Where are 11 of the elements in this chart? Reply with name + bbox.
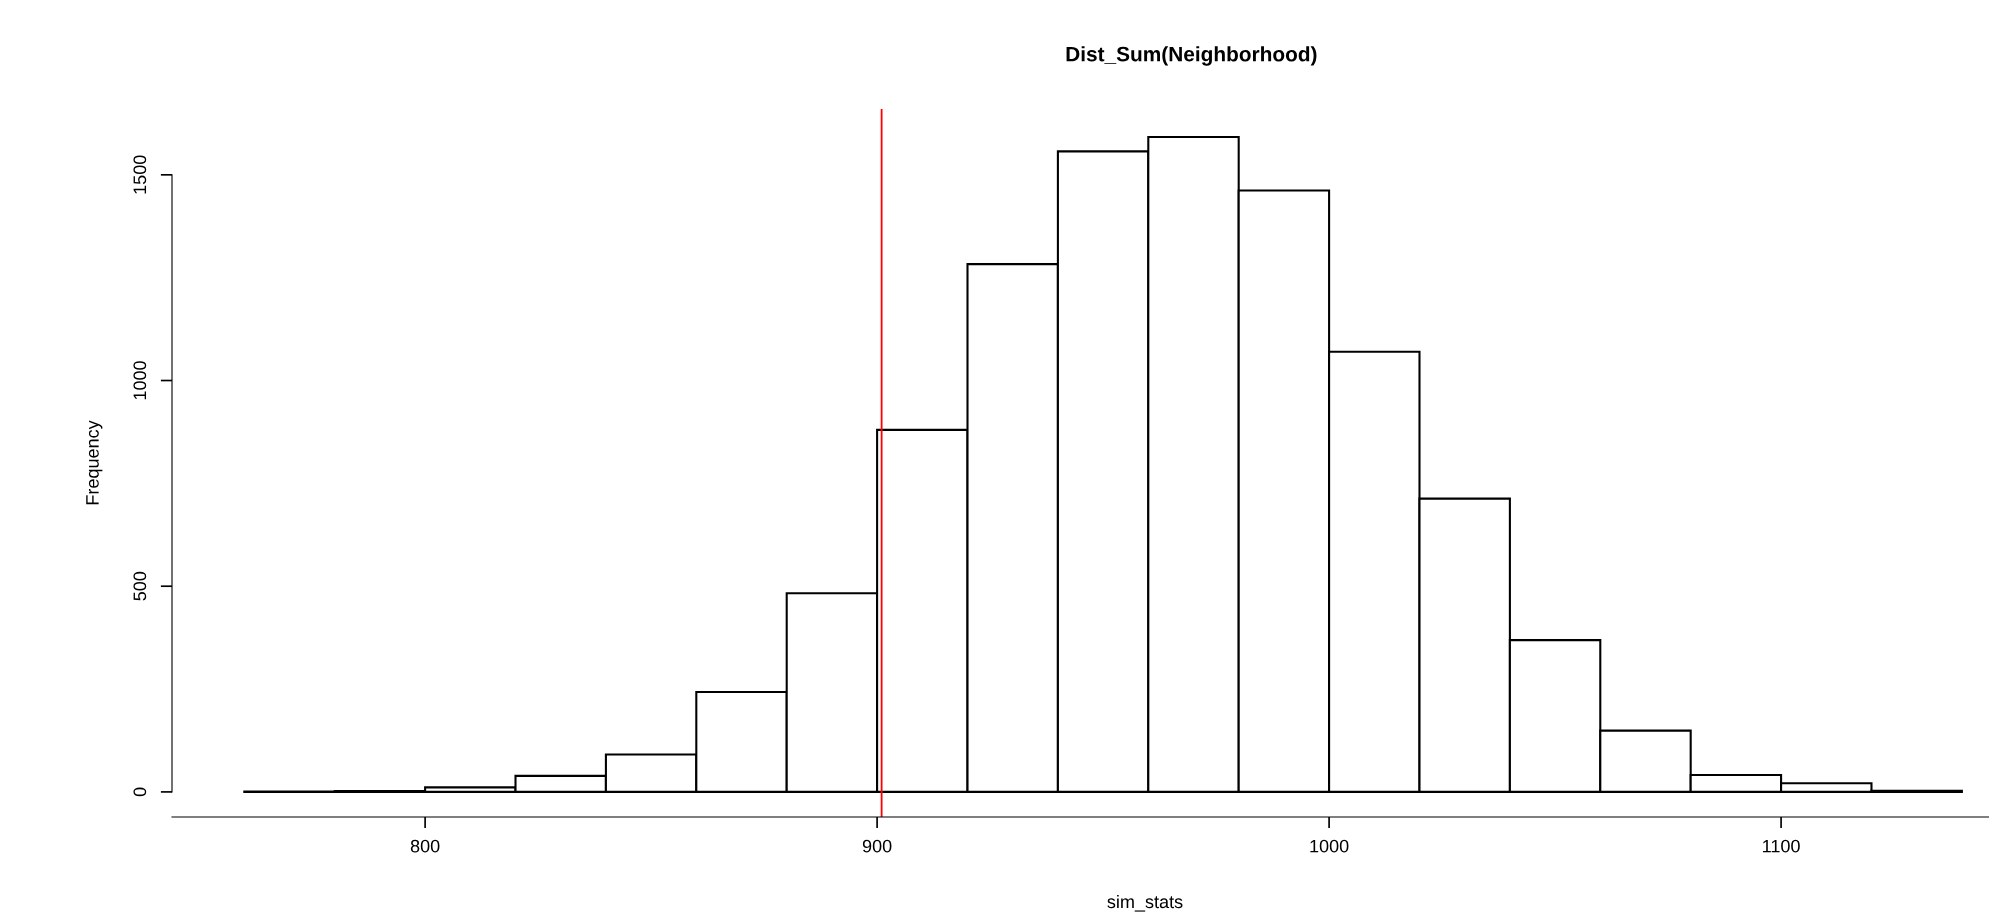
x-tick-label: 800 <box>410 839 440 853</box>
y-tick-label: 500 <box>133 571 147 601</box>
chart-title: Dist_Sum(Neighborhood) <box>1066 46 1317 66</box>
y-tick-label: 1000 <box>133 361 147 400</box>
y-tick-label: 0 <box>133 787 147 797</box>
y-tick-label: 1500 <box>133 155 147 194</box>
x-tick-label: 1100 <box>1763 839 1800 853</box>
y-axis-title: Frequency <box>86 420 103 505</box>
x-tick-label: 900 <box>862 839 892 853</box>
x-tick-label: 1000 <box>1310 839 1349 853</box>
x-axis-title: sim_stats <box>1107 894 1183 912</box>
